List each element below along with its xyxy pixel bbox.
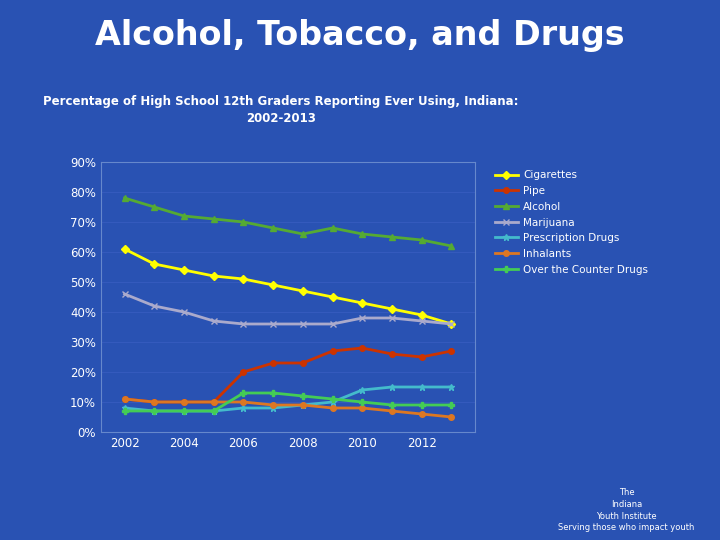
- Over the Counter Drugs: [239, 390, 248, 396]
- Marijuana: [120, 291, 129, 297]
- Inhalants: [150, 399, 158, 405]
- Prescription Drugs: [239, 405, 248, 411]
- Alcohol: [418, 237, 426, 243]
- Marijuana: [239, 321, 248, 327]
- Pipe: [299, 360, 307, 366]
- Pipe: [418, 354, 426, 360]
- Cigarettes: [418, 312, 426, 318]
- Cigarettes: [180, 267, 189, 273]
- Over the Counter Drugs: [210, 408, 218, 414]
- Alcohol: [120, 195, 129, 201]
- Line: Pipe: Pipe: [122, 345, 454, 405]
- Legend: Cigarettes, Pipe, Alcohol, Marijuana, Prescription Drugs, Inhalants, Over the Co: Cigarettes, Pipe, Alcohol, Marijuana, Pr…: [492, 167, 651, 278]
- Inhalants: [299, 402, 307, 408]
- Pipe: [387, 351, 396, 357]
- Over the Counter Drugs: [447, 402, 456, 408]
- Over the Counter Drugs: [120, 408, 129, 414]
- Cigarettes: [328, 294, 337, 300]
- Marijuana: [150, 303, 158, 309]
- Line: Alcohol: Alcohol: [122, 195, 454, 249]
- Alcohol: [358, 231, 366, 237]
- Prescription Drugs: [418, 384, 426, 390]
- Cigarettes: [239, 276, 248, 282]
- Alcohol: [150, 204, 158, 210]
- Text: Alcohol, Tobacco, and Drugs: Alcohol, Tobacco, and Drugs: [95, 19, 625, 52]
- Text: Percentage of High School 12th Graders Reporting Ever Using, Indiana:
2002-2013: Percentage of High School 12th Graders R…: [43, 94, 518, 125]
- Line: Inhalants: Inhalants: [122, 396, 454, 420]
- Over the Counter Drugs: [299, 393, 307, 399]
- Marijuana: [447, 321, 456, 327]
- Inhalants: [418, 411, 426, 417]
- Inhalants: [239, 399, 248, 405]
- Pipe: [358, 345, 366, 351]
- Inhalants: [387, 408, 396, 414]
- Pipe: [150, 399, 158, 405]
- Cigarettes: [120, 246, 129, 252]
- Pipe: [210, 399, 218, 405]
- Prescription Drugs: [358, 387, 366, 393]
- Line: Prescription Drugs: Prescription Drugs: [121, 383, 455, 415]
- Cigarettes: [387, 306, 396, 312]
- Inhalants: [210, 399, 218, 405]
- Cigarettes: [358, 300, 366, 306]
- Prescription Drugs: [387, 384, 396, 390]
- Inhalants: [328, 405, 337, 411]
- Prescription Drugs: [150, 408, 158, 414]
- Marijuana: [358, 315, 366, 321]
- Marijuana: [210, 318, 218, 324]
- Over the Counter Drugs: [180, 408, 189, 414]
- Alcohol: [299, 231, 307, 237]
- Inhalants: [447, 414, 456, 420]
- Marijuana: [269, 321, 277, 327]
- Prescription Drugs: [269, 405, 277, 411]
- Over the Counter Drugs: [418, 402, 426, 408]
- Marijuana: [387, 315, 396, 321]
- Inhalants: [180, 399, 189, 405]
- Text: The
Indiana
Youth Institute
Serving those who impact youth: The Indiana Youth Institute Serving thos…: [558, 488, 695, 532]
- Over the Counter Drugs: [358, 399, 366, 405]
- Pipe: [239, 369, 248, 375]
- Marijuana: [328, 321, 337, 327]
- Pipe: [180, 399, 189, 405]
- Pipe: [447, 348, 456, 354]
- Inhalants: [120, 396, 129, 402]
- Over the Counter Drugs: [269, 390, 277, 396]
- Alcohol: [210, 216, 218, 222]
- Alcohol: [447, 243, 456, 249]
- Marijuana: [299, 321, 307, 327]
- Marijuana: [180, 309, 189, 315]
- Pipe: [120, 396, 129, 402]
- Line: Cigarettes: Cigarettes: [122, 246, 454, 327]
- Line: Marijuana: Marijuana: [121, 291, 455, 327]
- Prescription Drugs: [299, 402, 307, 408]
- Alcohol: [269, 225, 277, 231]
- Pipe: [328, 348, 337, 354]
- Prescription Drugs: [447, 384, 456, 390]
- Alcohol: [328, 225, 337, 231]
- Prescription Drugs: [180, 408, 189, 414]
- Alcohol: [180, 213, 189, 219]
- Alcohol: [387, 234, 396, 240]
- Inhalants: [358, 405, 366, 411]
- Cigarettes: [210, 273, 218, 279]
- Over the Counter Drugs: [328, 396, 337, 402]
- Cigarettes: [150, 261, 158, 267]
- Inhalants: [269, 402, 277, 408]
- Alcohol: [239, 219, 248, 225]
- Line: Over the Counter Drugs: Over the Counter Drugs: [121, 389, 455, 415]
- Pipe: [269, 360, 277, 366]
- Over the Counter Drugs: [387, 402, 396, 408]
- Over the Counter Drugs: [150, 408, 158, 414]
- Marijuana: [418, 318, 426, 324]
- Prescription Drugs: [328, 399, 337, 405]
- Prescription Drugs: [210, 408, 218, 414]
- Cigarettes: [269, 282, 277, 288]
- Cigarettes: [299, 288, 307, 294]
- Cigarettes: [447, 321, 456, 327]
- Prescription Drugs: [120, 405, 129, 411]
